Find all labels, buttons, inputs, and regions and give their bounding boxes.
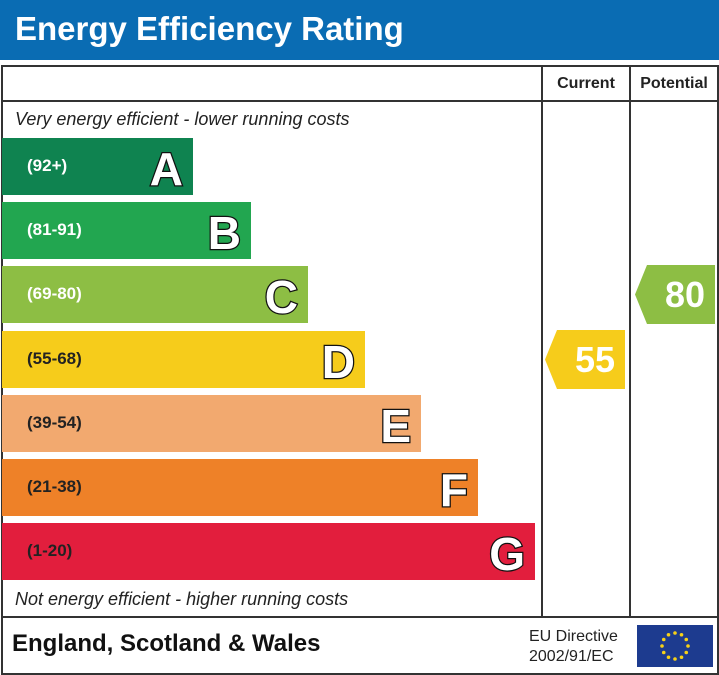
- band-d: (55-68) D: [2, 331, 365, 390]
- chart-title: Energy Efficiency Rating: [15, 10, 404, 47]
- divider: [629, 65, 631, 617]
- potential-rating-value: 80: [664, 274, 705, 315]
- column-header-current: Current: [557, 75, 615, 92]
- band-g: (1-20) G: [2, 523, 535, 582]
- potential-rating-arrow: 80: [635, 265, 715, 324]
- column-header-potential: Potential: [640, 75, 708, 92]
- directive-line2: 2002/91/EC: [529, 648, 614, 665]
- region-label: England, Scotland & Wales: [12, 630, 321, 657]
- band-letter: G: [488, 527, 526, 582]
- band-range: (39-54): [27, 413, 82, 432]
- current-rating-arrow: 55: [545, 330, 625, 389]
- band-range: (1-20): [27, 541, 73, 560]
- band-range: (55-68): [27, 349, 82, 368]
- band-f: (21-38) F: [2, 459, 478, 518]
- divider: [1, 616, 717, 618]
- directive-line1: EU Directive: [529, 628, 618, 645]
- band-e: (39-54) E: [2, 395, 421, 454]
- divider: [1, 100, 717, 102]
- band-range: (21-38): [27, 477, 82, 496]
- band-letter: D: [321, 335, 357, 390]
- divider: [541, 65, 543, 617]
- band-letter: F: [439, 463, 470, 518]
- bottom-note: Not energy efficient - higher running co…: [15, 589, 349, 609]
- band-letter: E: [379, 399, 412, 454]
- band-letter: C: [264, 270, 300, 325]
- eu-directive: EU Directive 2002/91/EC: [529, 627, 618, 667]
- band-c: (69-80) C: [2, 266, 308, 325]
- band-a: (92+) A: [2, 138, 193, 197]
- current-rating-value: 55: [574, 339, 615, 380]
- eu-flag-icon: [637, 625, 713, 667]
- top-note: Very energy efficient - lower running co…: [15, 109, 350, 129]
- header-bar: Energy Efficiency Rating: [0, 0, 719, 60]
- band-range: (81-91): [27, 220, 82, 239]
- band-letter: A: [149, 142, 185, 197]
- band-letter: B: [207, 206, 243, 261]
- band-range: (69-80): [27, 284, 82, 303]
- band-b: (81-91) B: [2, 202, 251, 261]
- band-range: (92+): [27, 156, 68, 175]
